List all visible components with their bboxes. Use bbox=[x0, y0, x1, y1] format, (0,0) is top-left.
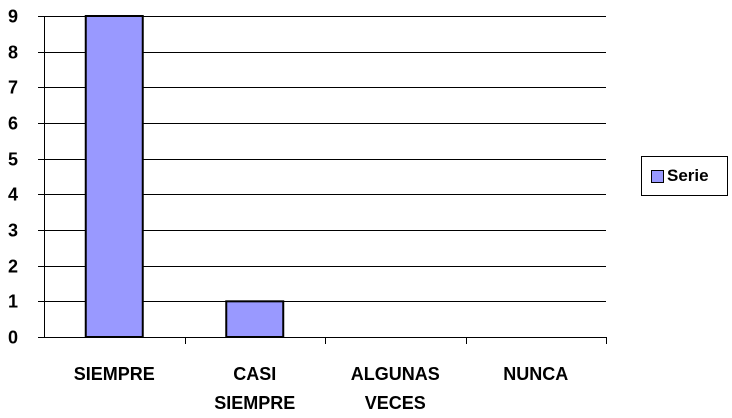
y-tick-label: 5 bbox=[8, 150, 18, 170]
bars bbox=[84, 15, 285, 339]
y-tick-labels: 0 1 2 3 4 5 6 7 8 9 bbox=[8, 7, 18, 348]
x-tick-label: SIEMPRE bbox=[74, 364, 155, 384]
y-tick-label: 7 bbox=[8, 78, 18, 98]
y-tick-label: 1 bbox=[8, 292, 18, 312]
legend-swatch bbox=[651, 169, 664, 183]
x-tick-label-line: ALGUNAS bbox=[351, 364, 440, 384]
legend: Serie bbox=[641, 156, 728, 196]
y-tick-label: 9 bbox=[8, 7, 18, 27]
y-tick-label: 6 bbox=[8, 114, 18, 134]
y-tick-label: 8 bbox=[8, 43, 18, 63]
x-tick-label: NUNCA bbox=[503, 364, 568, 384]
y-tick-label: 3 bbox=[8, 221, 18, 241]
x-tick-label-line: SIEMPRE bbox=[74, 364, 155, 384]
x-tick-labels: SIEMPRE CASI SIEMPRE ALGUNAS VECES NUNCA bbox=[74, 364, 569, 413]
y-tick-label: 4 bbox=[8, 185, 18, 205]
x-tick-label-line: NUNCA bbox=[503, 364, 568, 384]
y-tick-label: 0 bbox=[8, 328, 18, 348]
y-tick-label: 2 bbox=[8, 257, 18, 277]
x-tick-label: CASI SIEMPRE bbox=[214, 364, 295, 413]
bar bbox=[225, 300, 285, 339]
legend-label: Serie bbox=[667, 166, 709, 185]
x-tick-label-line: SIEMPRE bbox=[214, 393, 295, 413]
x-tick-label: ALGUNAS VECES bbox=[351, 364, 440, 413]
x-tick-label-line: CASI bbox=[233, 364, 276, 384]
x-tick-label-line: VECES bbox=[365, 393, 426, 413]
bar bbox=[84, 15, 144, 338]
axes bbox=[38, 16, 607, 344]
